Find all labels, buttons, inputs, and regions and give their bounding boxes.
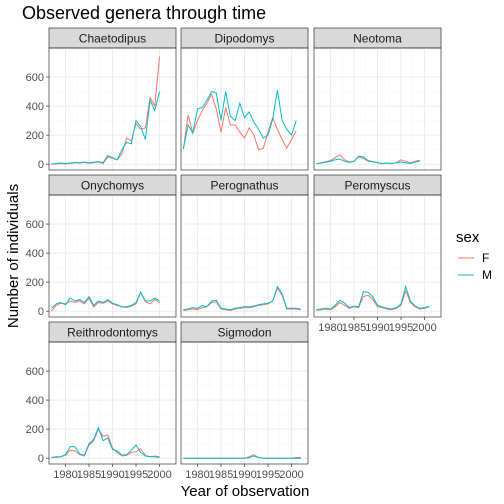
series-line-M [316,284,430,311]
series-line-M [316,155,420,165]
y-tick-label: 600 [26,72,44,84]
x-tick-label: 1990 [100,469,124,481]
facet-panels: Chaetodipus 0 200 400 600 Dipodomys Neotoma Ony… [26,27,442,481]
panel-border [313,47,442,171]
y-tick-label: 200 [26,424,44,436]
x-tick-label: 1990 [232,469,256,481]
panel-border [48,47,177,171]
series-line-M [183,285,301,311]
y-tick-label: 0 [38,306,44,318]
facet-panel: Neotoma [313,27,442,171]
x-tick-label: 1995 [256,469,280,481]
x-tick-label: 1990 [365,322,389,334]
series-line-F [51,56,160,165]
panel-border [180,47,309,171]
facet-strip-label: Perognathus [210,179,278,193]
x-tick-label: 1995 [124,469,148,481]
facet-strip-label: Peromyscus [344,179,410,193]
y-tick-label: 0 [38,453,44,465]
facet-strip-label: Chaetodipus [79,32,146,46]
x-tick-label: 2000 [412,322,436,334]
facet-strip-label: Onychomys [81,179,144,193]
facet-panel: Sigmodon 1980 1985 1990 1995 2000 [180,321,309,481]
x-tick-label: 1980 [185,469,209,481]
series-line-F [182,93,297,151]
y-tick-label: 600 [26,219,44,231]
facet-panel: Reithrodontomys 0 200 400 600 1980 1985 1990 199… [26,321,177,481]
y-axis-title: Number of individuals [5,184,22,328]
x-tick-label: 1985 [342,322,366,334]
legend-title: sex [456,229,480,246]
series-line-F [316,154,420,165]
facet-panel: Dipodomys [180,27,309,171]
legend-label-M: M [482,268,492,282]
facet-panel: Chaetodipus 0 200 400 600 [26,27,177,171]
x-tick-label: 1980 [53,469,77,481]
facet-panel: Onychomys 0 200 400 600 [26,174,177,318]
series-line-M [51,91,160,165]
facet-panel: Peromyscus 1980 1985 1990 1995 2000 [313,174,442,334]
facet-strip-label: Neotoma [353,32,402,46]
y-tick-label: 200 [26,130,44,142]
panel-border [180,194,309,318]
facet-strip-label: Dipodomys [214,32,274,46]
x-tick-label: 1985 [209,469,233,481]
y-tick-label: 0 [38,159,44,171]
y-tick-label: 400 [26,248,44,260]
legend-label-F: F [482,251,489,265]
legend: sex FM [456,229,492,282]
y-tick-label: 400 [26,395,44,407]
x-axis-title: Year of observation [181,483,310,500]
series-line-M [51,426,160,458]
facet-strip-label: Sigmodon [217,326,271,340]
y-tick-label: 400 [26,101,44,113]
facet-panel: Perognathus [180,174,309,318]
y-tick-label: 200 [26,277,44,289]
y-tick-label: 600 [26,366,44,378]
series-line-M [182,90,297,149]
series-line-F [51,428,160,458]
x-tick-label: 1980 [318,322,342,334]
x-tick-label: 1985 [77,469,101,481]
panel-border [48,194,177,318]
chart-title: Observed genera through time [22,3,266,23]
series-line-F [183,286,301,312]
facet-strip-label: Reithrodontomys [67,326,158,340]
series-line-F [316,289,430,311]
series-line-M [51,291,160,309]
x-tick-label: 1995 [389,322,413,334]
x-tick-label: 2000 [279,469,303,481]
x-tick-label: 2000 [147,469,171,481]
series-line-M [183,455,301,459]
series-line-F [183,454,301,459]
